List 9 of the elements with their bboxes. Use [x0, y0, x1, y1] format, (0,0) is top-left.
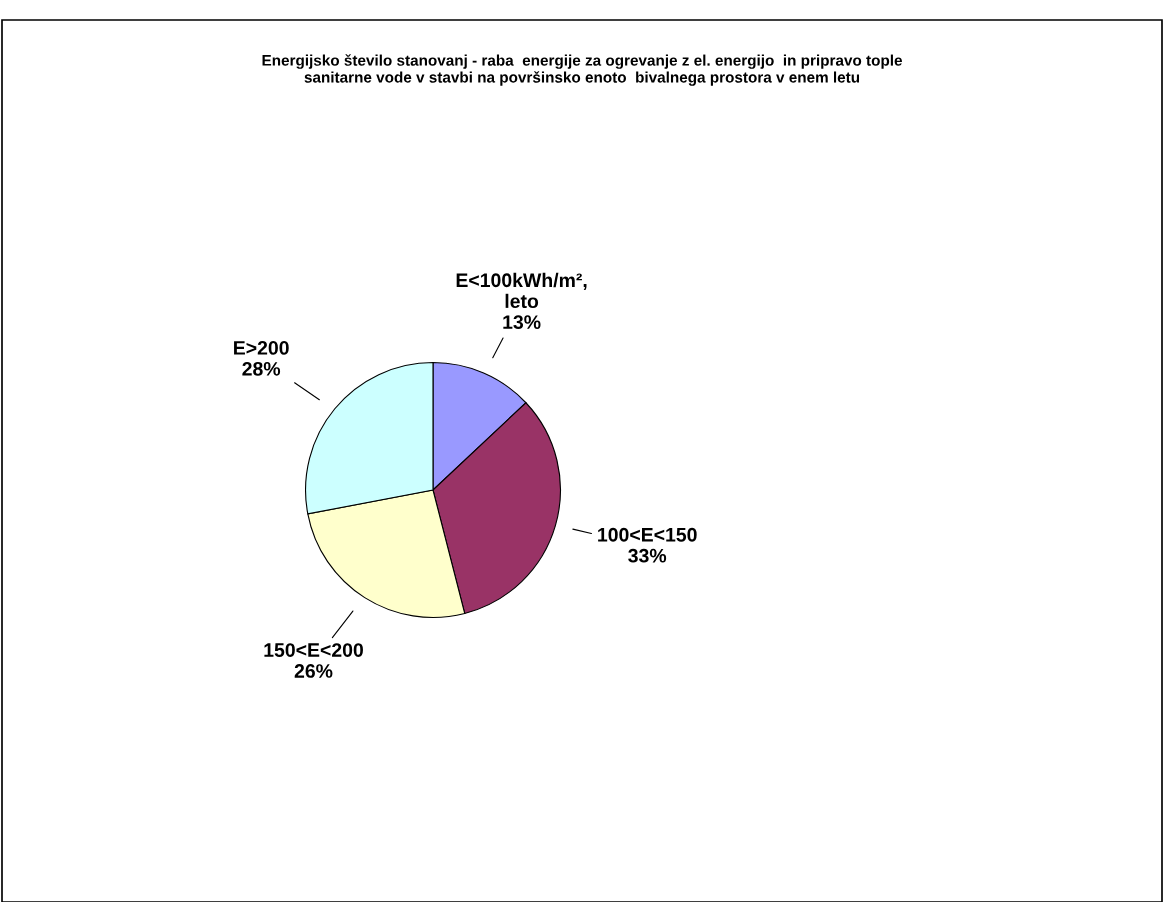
slice-label: 150<E<200 — [264, 643, 363, 657]
data-label: 33% — [628, 548, 667, 563]
slice-label: 100<E<150 — [598, 527, 697, 542]
data-label: 28% — [242, 361, 281, 376]
data-label: 13% — [503, 315, 541, 330]
slice-label: E<100kWh/m², leto — [456, 272, 587, 309]
chart-title: Energijsko število stanovanj - raba energije za ogrevanje z el. energijo in pripravo tople sanitarne vode v stavbi na površinsko enoto bivalnega prostora v enem letu — [262, 54, 902, 86]
slice-label: E>200 — [234, 340, 289, 355]
data-label: 26% — [294, 664, 333, 678]
